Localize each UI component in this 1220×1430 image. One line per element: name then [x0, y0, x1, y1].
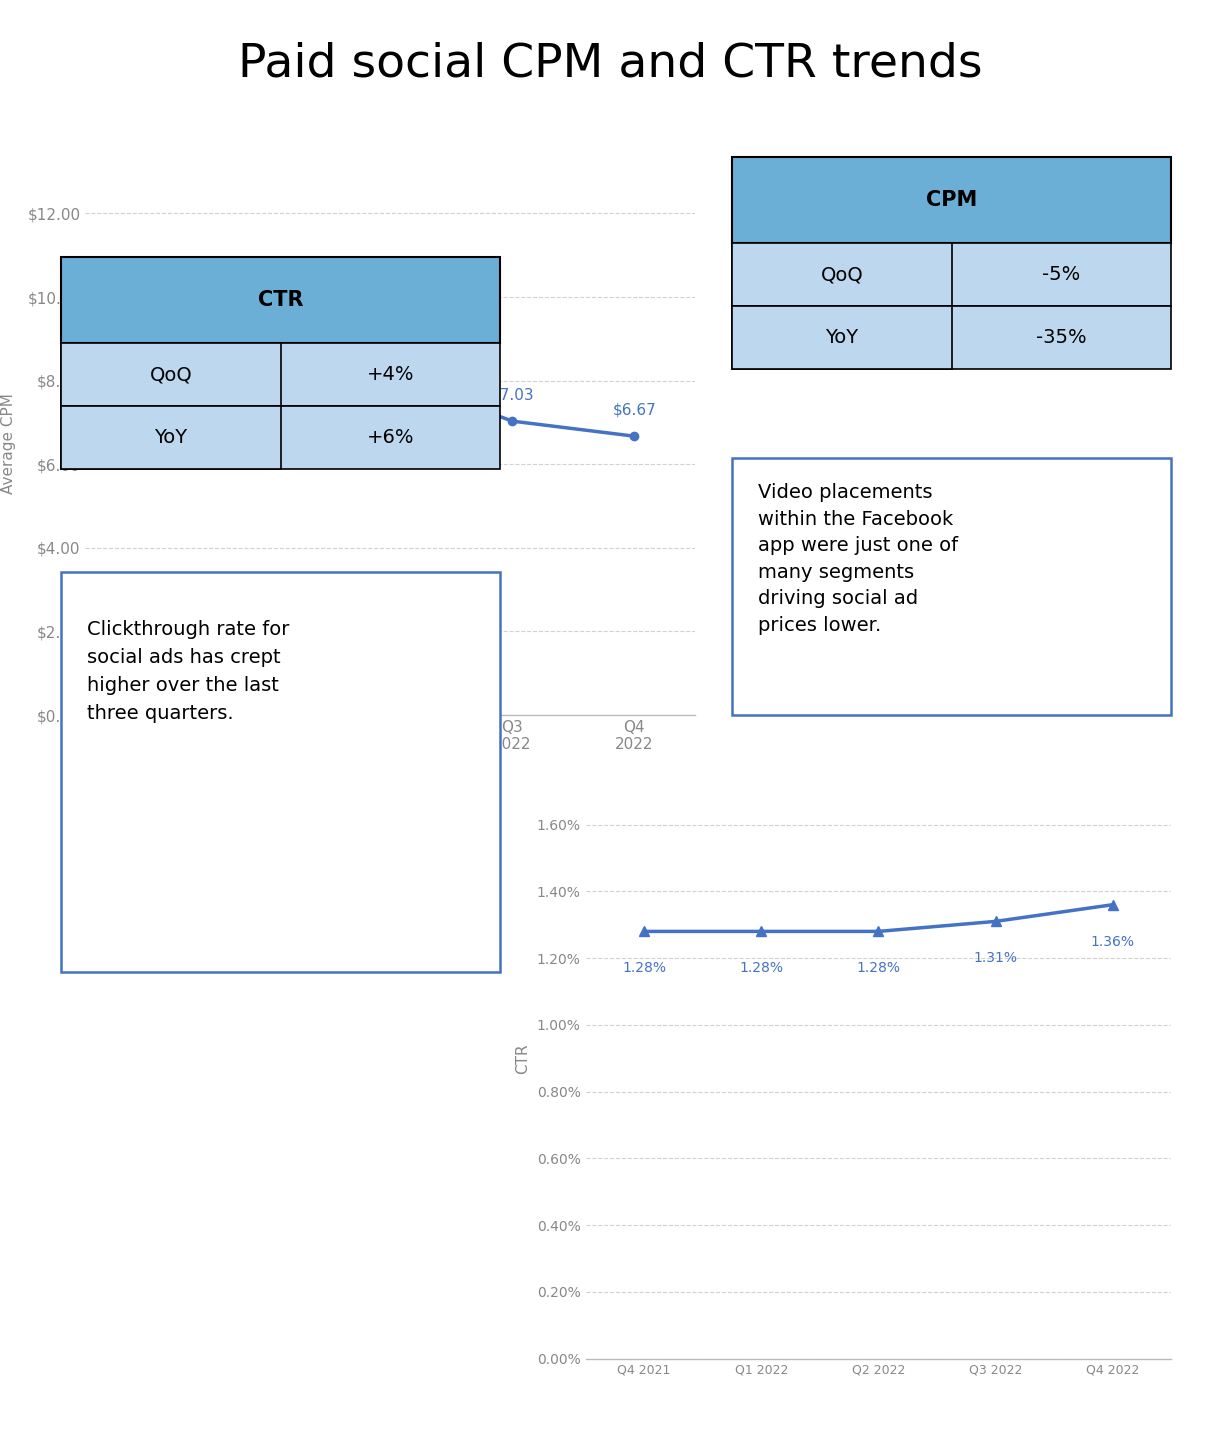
Text: YoY: YoY	[154, 428, 188, 448]
Text: Clickthrough rate for
social ads has crept
higher over the last
three quarters.: Clickthrough rate for social ads has cre…	[88, 621, 289, 724]
FancyBboxPatch shape	[61, 406, 281, 469]
Y-axis label: CTR: CTR	[515, 1042, 529, 1074]
Text: 1.28%: 1.28%	[739, 961, 783, 975]
Text: $7.03: $7.03	[490, 388, 534, 402]
Text: $6.67: $6.67	[612, 402, 656, 418]
Text: QoQ: QoQ	[149, 365, 193, 385]
FancyBboxPatch shape	[732, 157, 1171, 243]
FancyBboxPatch shape	[61, 343, 281, 406]
Text: 1.28%: 1.28%	[622, 961, 666, 975]
Text: $7.58: $7.58	[246, 365, 290, 379]
Text: -5%: -5%	[1042, 265, 1081, 285]
Text: CTR: CTR	[257, 290, 304, 310]
FancyBboxPatch shape	[732, 458, 1171, 715]
FancyBboxPatch shape	[732, 243, 1171, 306]
Text: CPM: CPM	[926, 190, 977, 210]
FancyBboxPatch shape	[732, 243, 952, 306]
Y-axis label: Average CPM: Average CPM	[1, 393, 16, 493]
FancyBboxPatch shape	[61, 406, 500, 469]
Text: $8.10: $8.10	[368, 343, 412, 358]
Text: Paid social CPM and CTR trends: Paid social CPM and CTR trends	[238, 41, 982, 87]
FancyBboxPatch shape	[732, 306, 1171, 369]
Text: QoQ: QoQ	[820, 265, 864, 285]
Text: -35%: -35%	[1036, 327, 1087, 347]
Text: +4%: +4%	[367, 365, 414, 385]
Text: +6%: +6%	[367, 428, 414, 448]
Text: 1.36%: 1.36%	[1091, 935, 1135, 948]
Text: 1.31%: 1.31%	[974, 951, 1017, 965]
FancyBboxPatch shape	[61, 343, 500, 406]
Text: $10.19: $10.19	[120, 255, 173, 270]
FancyBboxPatch shape	[61, 572, 500, 972]
FancyBboxPatch shape	[61, 257, 500, 343]
Text: YoY: YoY	[825, 327, 859, 347]
Text: 1.28%: 1.28%	[856, 961, 900, 975]
Text: Video placements
within the Facebook
app were just one of
many segments
driving : Video placements within the Facebook app…	[759, 483, 959, 635]
FancyBboxPatch shape	[732, 306, 952, 369]
